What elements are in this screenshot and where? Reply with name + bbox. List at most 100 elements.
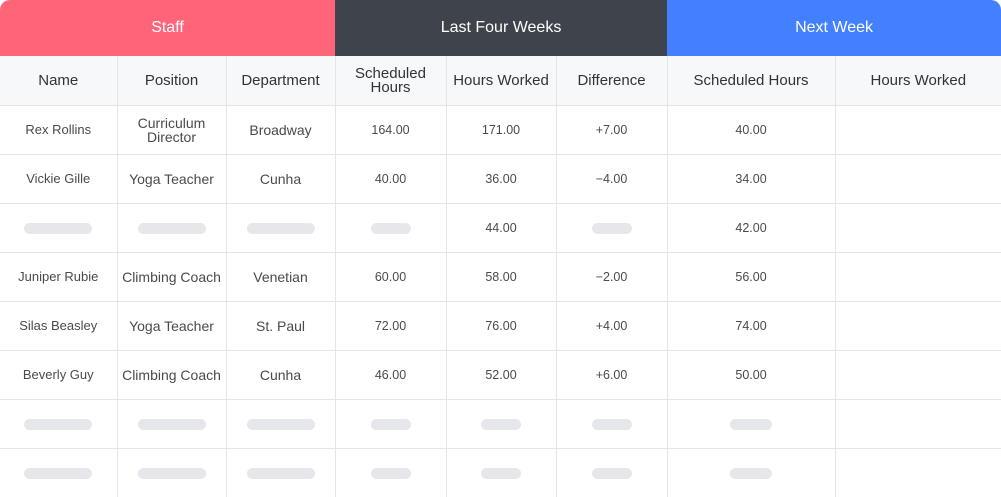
table-row[interactable]: Vickie Gille Yoga Teacher Cunha 40.00 36… (0, 154, 1001, 204)
skeleton-bar (370, 468, 411, 480)
cell-name: Juniper Rubie (0, 252, 118, 302)
cell-placeholder (0, 448, 118, 497)
cell-name-placeholder (0, 203, 118, 253)
cell-next-scheduled-hours: 40.00 (667, 105, 836, 155)
cell-placeholder (835, 448, 1001, 497)
skeleton-bar (730, 419, 773, 431)
cell-scheduled-hours: 60.00 (335, 252, 447, 302)
cell-name: Rex Rollins (0, 105, 118, 155)
cell-department: St. Paul (226, 301, 336, 351)
cell-department: Venetian (226, 252, 336, 302)
cell-position: Climbing Coach (117, 252, 227, 302)
cell-difference: +6.00 (556, 350, 668, 400)
cell-placeholder (117, 448, 227, 497)
column-header-position[interactable]: Position (117, 56, 227, 106)
cell-scheduled-hours: 40.00 (335, 154, 447, 204)
cell-scheduled-hours: 164.00 (335, 105, 447, 155)
cell-difference: +7.00 (556, 105, 668, 155)
skeleton-bar (481, 419, 521, 431)
column-header-department[interactable]: Department (226, 56, 336, 106)
cell-position: Yoga Teacher (117, 301, 227, 351)
group-header-last-four-weeks: Last Four Weeks (335, 0, 668, 56)
cell-placeholder (226, 399, 336, 449)
cell-next-scheduled-hours: 74.00 (667, 301, 836, 351)
skeleton-bar (481, 468, 521, 480)
cell-next-scheduled-hours: 50.00 (667, 350, 836, 400)
cell-placeholder (117, 399, 227, 449)
column-header-scheduled-hours[interactable]: Scheduled Hours (335, 56, 447, 106)
cell-position: Yoga Teacher (117, 154, 227, 204)
skeleton-bar (370, 419, 411, 431)
cell-position-placeholder (117, 203, 227, 253)
cell-name: Silas Beasley (0, 301, 118, 351)
cell-placeholder (556, 448, 668, 497)
cell-placeholder (335, 448, 447, 497)
cell-placeholder (667, 399, 836, 449)
skeleton-bar (24, 419, 93, 431)
cell-department: Cunha (226, 350, 336, 400)
cell-name: Beverly Guy (0, 350, 118, 400)
cell-difference: −4.00 (556, 154, 668, 204)
column-header-difference[interactable]: Difference (556, 56, 668, 106)
skeleton-bar (370, 223, 411, 235)
skeleton-bar (137, 468, 206, 480)
cell-placeholder (335, 399, 447, 449)
cell-next-hours-worked[interactable] (835, 154, 1001, 204)
cell-placeholder (446, 448, 557, 497)
cell-department: Cunha (226, 154, 336, 204)
skeleton-bar (24, 468, 93, 480)
group-header-staff: Staff (0, 0, 335, 56)
cell-hours-worked: 76.00 (446, 301, 557, 351)
cell-difference-placeholder (556, 203, 668, 253)
group-header-next-week: Next Week (667, 0, 1001, 56)
column-header-name[interactable]: Name (0, 56, 118, 106)
cell-scheduled-hours: 46.00 (335, 350, 447, 400)
skeleton-bar (591, 419, 632, 431)
cell-next-hours-worked[interactable] (835, 203, 1001, 253)
cell-hours-worked: 44.00 (446, 203, 557, 253)
skeleton-bar (246, 223, 315, 235)
skeleton-bar (730, 468, 773, 480)
column-header-next-scheduled-hours[interactable]: Scheduled Hours (667, 56, 836, 106)
cell-placeholder (667, 448, 836, 497)
cell-next-hours-worked[interactable] (835, 301, 1001, 351)
cell-hours-worked: 52.00 (446, 350, 557, 400)
table-row-loading (0, 448, 1001, 497)
cell-placeholder (226, 448, 336, 497)
cell-scheduled-hours: 72.00 (335, 301, 447, 351)
skeleton-bar (246, 419, 315, 431)
cell-placeholder (835, 399, 1001, 449)
cell-next-scheduled-hours: 56.00 (667, 252, 836, 302)
cell-next-hours-worked[interactable] (835, 252, 1001, 302)
cell-next-scheduled-hours: 42.00 (667, 203, 836, 253)
skeleton-bar (591, 468, 632, 480)
cell-next-hours-worked[interactable] (835, 350, 1001, 400)
cell-department-placeholder (226, 203, 336, 253)
cell-position: Climbing Coach (117, 350, 227, 400)
column-header-next-hours-worked[interactable]: Hours Worked (835, 56, 1001, 106)
cell-next-scheduled-hours: 34.00 (667, 154, 836, 204)
table-row[interactable]: Silas Beasley Yoga Teacher St. Paul 72.0… (0, 301, 1001, 351)
group-header-row: Staff Last Four Weeks Next Week (0, 0, 1001, 56)
cell-hours-worked: 36.00 (446, 154, 557, 204)
cell-placeholder (0, 399, 118, 449)
skeleton-bar (246, 468, 315, 480)
skeleton-bar (591, 223, 632, 235)
cell-department: Broadway (226, 105, 336, 155)
cell-hours-worked: 58.00 (446, 252, 557, 302)
cell-difference: +4.00 (556, 301, 668, 351)
cell-position: Curriculum Director (117, 105, 227, 155)
cell-hours-worked: 171.00 (446, 105, 557, 155)
cell-difference: −2.00 (556, 252, 668, 302)
skeleton-bar (137, 419, 206, 431)
table-row-loading (0, 399, 1001, 449)
table-row[interactable]: Beverly Guy Climbing Coach Cunha 46.00 5… (0, 350, 1001, 400)
table-row[interactable]: Rex Rollins Curriculum Director Broadway… (0, 105, 1001, 155)
cell-placeholder (556, 399, 668, 449)
cell-next-hours-worked[interactable] (835, 105, 1001, 155)
table-row[interactable]: Juniper Rubie Climbing Coach Venetian 60… (0, 252, 1001, 302)
column-header-hours-worked[interactable]: Hours Worked (446, 56, 557, 106)
cell-scheduled-hours-placeholder (335, 203, 447, 253)
